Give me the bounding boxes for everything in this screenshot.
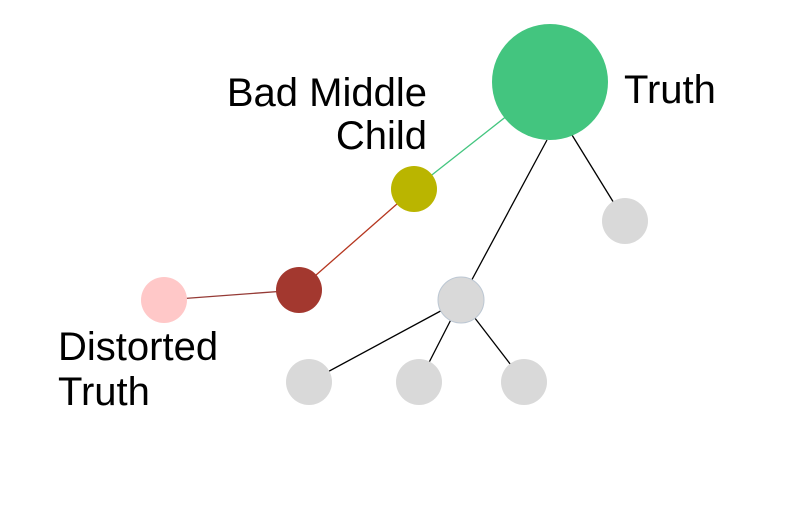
gray-hub-node: [437, 276, 485, 324]
distorted-parent-node: [276, 267, 322, 313]
gray-right-node: [602, 198, 648, 244]
bad-middle-child-label-line1: Bad Middle: [227, 71, 427, 115]
distorted-truth-node: [141, 277, 187, 323]
edge-bad-middle-child-to-red-node: [298, 188, 415, 291]
gray-bottom-left-node: [286, 359, 332, 405]
nodes: [141, 24, 648, 405]
gray-bottom-middle-node: [396, 359, 442, 405]
bad-middle-child-label-line2: Child: [336, 114, 427, 158]
edge-truth-to-gray-hub: [460, 139, 548, 301]
truth-label: Truth: [624, 68, 716, 112]
labels: Truth Bad Middle Child Distorted Truth: [58, 68, 716, 414]
truth-node: [492, 24, 608, 140]
distorted-truth-label-line1: Distorted: [58, 325, 218, 369]
gray-bottom-right-node: [501, 359, 547, 405]
edge-hub-to-gray-left: [308, 299, 462, 383]
bad-middle-child-node: [391, 166, 437, 212]
distorted-truth-label-line2: Truth: [58, 370, 150, 414]
